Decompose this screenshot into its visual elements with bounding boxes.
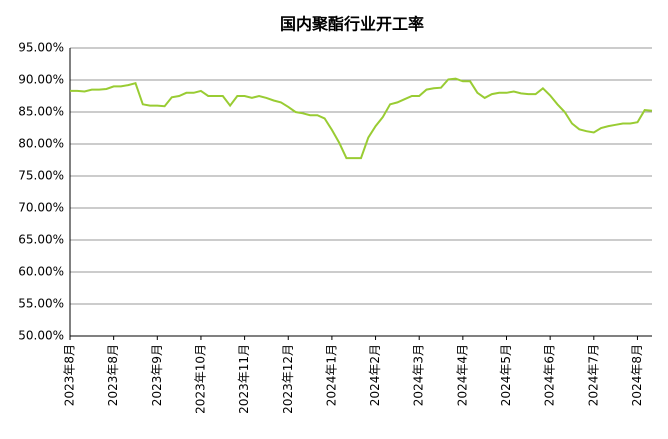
y-tick-label: 70.00% [18, 201, 64, 215]
x-tick-label: 2023年12月 [281, 344, 295, 414]
x-tick-label: 2024年6月 [543, 344, 557, 406]
y-tick-label: 65.00% [18, 233, 64, 247]
y-tick-label: 75.00% [18, 169, 64, 183]
x-tick-label: 2023年8月 [63, 344, 77, 406]
y-tick-label: 55.00% [18, 297, 64, 311]
x-tick-label: 2024年5月 [499, 344, 513, 406]
x-tick-label: 2024年1月 [324, 344, 338, 406]
x-tick-label: 2023年11月 [237, 344, 251, 414]
line-series [70, 77, 653, 160]
x-tick-label: 2024年2月 [368, 344, 382, 406]
x-tick-label: 2023年9月 [150, 344, 164, 406]
y-tick-label: 95.00% [18, 41, 64, 55]
x-tick-label: 2023年10月 [193, 344, 207, 414]
y-tick-label: 85.00% [18, 105, 64, 119]
x-tick-label: 2024年7月 [586, 344, 600, 406]
x-tick-label: 2024年4月 [455, 344, 469, 406]
y-tick-label: 50.00% [18, 329, 64, 343]
y-tick-label: 80.00% [18, 137, 64, 151]
x-tick-label: 2023年8月 [106, 344, 120, 406]
chart-title: 国内聚酯行业开工率 [280, 15, 424, 34]
y-tick-label: 60.00% [18, 265, 64, 279]
x-tick-label: 2024年3月 [412, 344, 426, 406]
y-tick-label: 90.00% [18, 73, 64, 87]
x-tick-label: 2024年8月 [630, 344, 644, 406]
